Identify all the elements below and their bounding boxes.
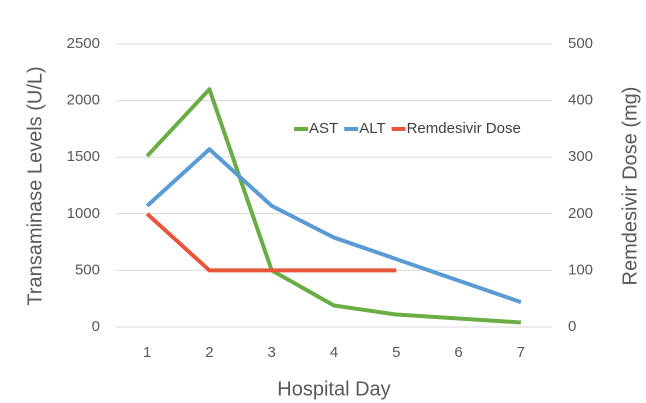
y-tick-label: 0 [92,318,100,335]
y2-tick-label: 500 [568,35,593,52]
x-tick-label: 3 [268,344,276,361]
y-axis-label: Transaminase Levels (U/L) [24,66,46,305]
x-tick-label: 2 [205,344,213,361]
y2-tick-label: 400 [568,92,593,109]
y-tick-label: 1500 [67,148,100,165]
y2-tick-label: 300 [568,148,593,165]
y-tick-label: 2000 [67,92,100,109]
y-tick-label: 1000 [67,205,100,222]
y-tick-label: 500 [75,261,100,278]
series-line [145,147,522,304]
legend-label: ALT [359,120,385,137]
y-tick-label: 2500 [67,35,100,52]
x-tick-label: 4 [330,344,338,361]
series-line [145,87,521,325]
legend-label: Remdesivir Dose [407,120,521,137]
legend-label: AST [309,120,338,137]
y2-axis-label: Remdesivir Dose (mg) [619,87,641,286]
y2-tick-label: 0 [568,318,576,335]
x-tick-label: 5 [392,344,400,361]
y2-tick-label: 200 [568,205,593,222]
x-tick-label: 7 [517,344,525,361]
x-tick-label: 1 [143,344,151,361]
series-line [145,212,397,273]
x-tick-label: 6 [454,344,462,361]
x-axis-label: Hospital Day [277,378,390,400]
y2-tick-label: 100 [568,261,593,278]
